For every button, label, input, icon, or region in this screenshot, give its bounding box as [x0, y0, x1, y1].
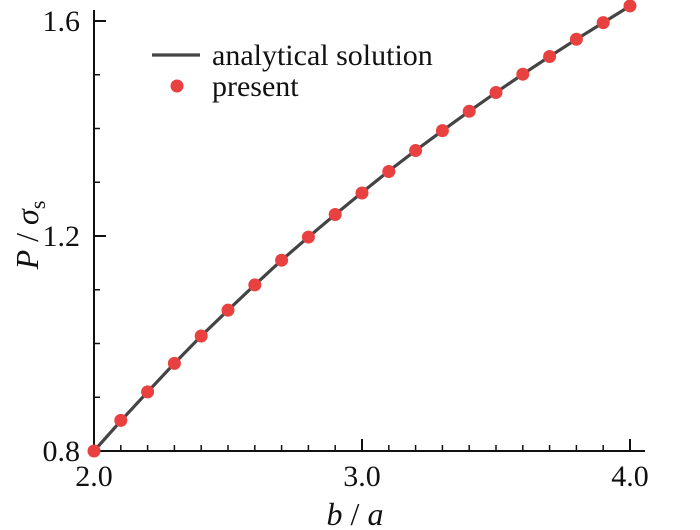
present-marker [623, 0, 637, 13]
y-tick-label: 1.2 [43, 220, 81, 253]
x-tick-label: 2.0 [75, 460, 113, 493]
present-marker [194, 329, 208, 343]
present-marker [462, 104, 476, 118]
present-marker [87, 444, 101, 458]
legend-label-present: present [212, 70, 299, 103]
legend-label-analytical: analytical solution [212, 39, 433, 72]
present-marker [114, 413, 128, 427]
present-marker [167, 356, 181, 370]
x-axis-title-var2: a [367, 496, 383, 530]
y-axis-title-sub: s [25, 201, 50, 210]
present-marker [435, 124, 449, 138]
present-marker [301, 230, 315, 244]
x-axis-title-sep: / [343, 496, 368, 530]
legend: analytical solution present [152, 39, 433, 103]
y-tick-label: 0.8 [43, 435, 81, 468]
present-marker [516, 67, 530, 81]
present-marker [141, 385, 155, 399]
y-axis-title-var1: P [9, 250, 45, 271]
x-axis-title: b / a [327, 496, 384, 530]
analytical-solution-line [92, 4, 631, 453]
y-axis-title: P / σs [9, 201, 50, 271]
present-marker [596, 16, 610, 30]
x-axis-title-var1: b [327, 496, 343, 530]
present-marker [355, 186, 369, 200]
tick-labels: 2.0 3.0 4.0 0.8 1.2 1.6 [43, 5, 649, 493]
y-tick-label: 1.6 [43, 5, 81, 38]
present-markers [87, 0, 637, 458]
present-marker [328, 208, 342, 221]
present-marker [248, 278, 262, 292]
x-tick-label: 4.0 [611, 460, 649, 493]
present-marker [221, 303, 235, 317]
present-marker [489, 85, 503, 99]
y-axis-title-sep: / [9, 225, 45, 250]
present-marker [275, 253, 289, 267]
present-marker [569, 32, 583, 46]
present-marker [382, 165, 396, 178]
x-tick-label: 3.0 [343, 460, 381, 493]
present-marker [409, 144, 423, 158]
y-axis-title-var2: σ [9, 208, 45, 225]
legend-marker-swatch [170, 79, 184, 93]
present-marker [543, 49, 557, 63]
